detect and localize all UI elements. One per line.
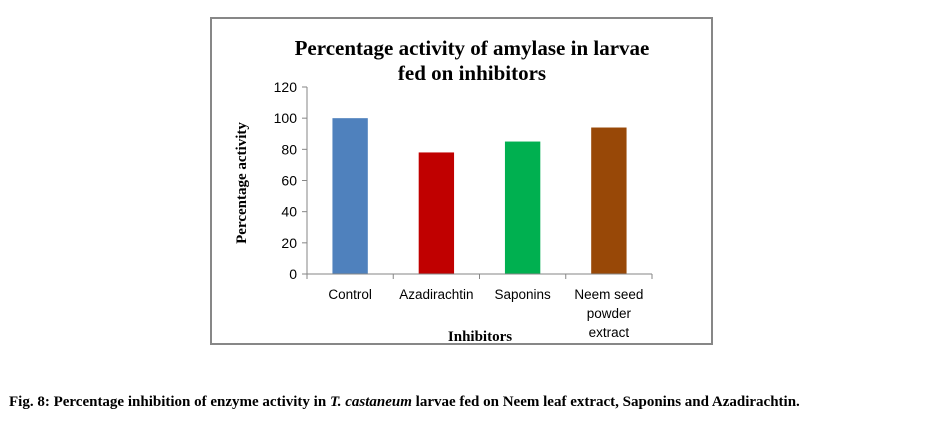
x-axis-title: Inhibitors <box>448 329 512 343</box>
x-category-label: powder <box>587 306 632 321</box>
y-tick-label: 0 <box>289 266 297 282</box>
figure-caption: Fig. 8: Percentage inhibition of enzyme … <box>9 394 921 411</box>
y-tick-label: 40 <box>281 204 297 220</box>
y-axis-title: Percentage activity <box>234 122 250 244</box>
y-tick-label: 20 <box>281 235 297 251</box>
chart-title-line-1: Percentage activity of amylase in larvae <box>295 36 650 60</box>
x-category-label: Neem seed <box>574 287 643 302</box>
bar <box>591 127 627 275</box>
chart-frame: Percentage activity of amylase in larvae… <box>210 17 713 345</box>
caption-suffix: larvae fed on Neem leaf extract, Saponin… <box>411 394 800 410</box>
caption-prefix: Fig. 8: Percentage inhibition of enzyme … <box>9 394 330 410</box>
y-tick-label: 100 <box>274 110 298 126</box>
y-tick-label: 80 <box>281 141 297 157</box>
x-category-label: Control <box>328 287 372 302</box>
x-category-label: Saponins <box>494 287 551 302</box>
y-tick-label: 120 <box>274 79 298 95</box>
bar <box>504 141 541 274</box>
bar <box>332 118 368 275</box>
y-tick-label: 60 <box>281 173 297 189</box>
chart-title-line-2: fed on inhibitors <box>398 61 546 85</box>
x-category-label: extract <box>589 325 630 340</box>
bar-chart: Percentage activity of amylase in larvae… <box>234 36 653 343</box>
x-category-label: Azadirachtin <box>399 287 473 302</box>
caption-species: T. castaneum <box>329 394 412 410</box>
bar <box>418 152 455 274</box>
